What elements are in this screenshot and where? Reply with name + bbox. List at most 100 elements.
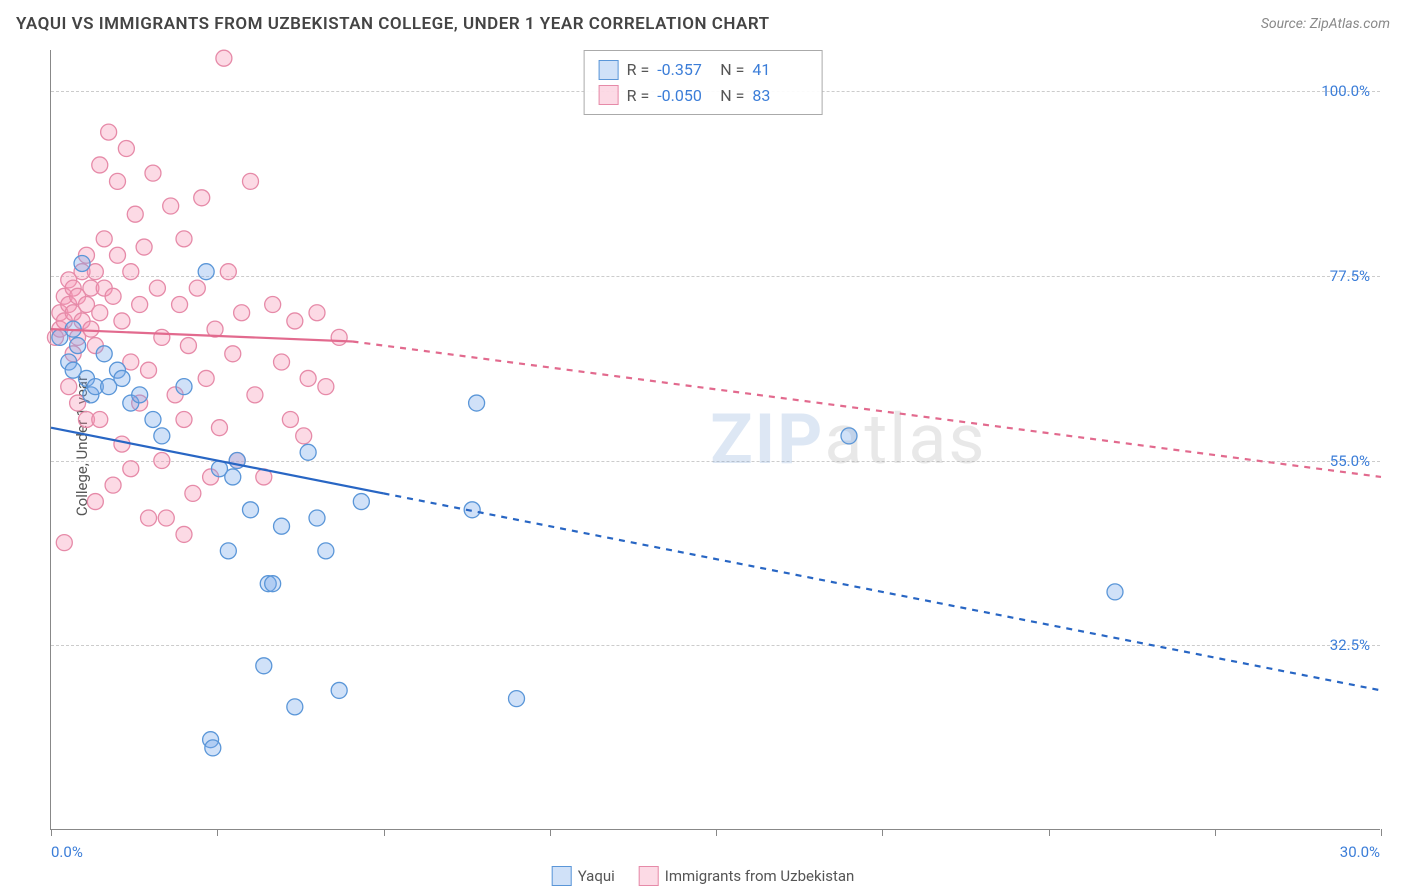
chart-svg xyxy=(51,50,1380,829)
data-point xyxy=(216,50,232,66)
plot-area: 32.5%55.0%77.5%100.0% 0.0% 30.0% ZIPatla… xyxy=(50,50,1380,830)
data-point xyxy=(198,370,214,386)
r-value-0: -0.357 xyxy=(657,57,712,83)
data-point xyxy=(309,510,325,526)
data-point xyxy=(92,305,108,321)
n-label-0: N = xyxy=(720,57,744,83)
data-point xyxy=(234,305,250,321)
data-point xyxy=(74,255,90,271)
data-point xyxy=(300,370,316,386)
data-point xyxy=(282,411,298,427)
bottom-swatch-1 xyxy=(639,866,659,886)
n-value-1: 83 xyxy=(752,83,807,109)
data-point xyxy=(110,173,126,189)
data-point xyxy=(141,510,157,526)
trend-line-dashed xyxy=(352,341,1381,476)
stats-row-0: R = -0.357 N = 41 xyxy=(599,57,808,83)
data-point xyxy=(114,370,130,386)
x-tick xyxy=(550,829,551,836)
bottom-legend-item-0: Yaqui xyxy=(552,866,615,886)
data-point xyxy=(287,699,303,715)
data-point xyxy=(154,453,170,469)
chart-container: YAQUI VS IMMIGRANTS FROM UZBEKISTAN COLL… xyxy=(0,0,1406,892)
data-point xyxy=(136,239,152,255)
data-point xyxy=(287,313,303,329)
data-point xyxy=(243,173,259,189)
data-point xyxy=(172,297,188,313)
x-tick xyxy=(1381,829,1382,836)
data-point xyxy=(110,247,126,263)
data-point xyxy=(318,543,334,559)
data-point xyxy=(149,280,165,296)
data-point xyxy=(225,346,241,362)
data-point xyxy=(101,124,117,140)
source-label: Source: ZipAtlas.com xyxy=(1261,16,1390,32)
data-point xyxy=(211,420,227,436)
data-point xyxy=(123,264,139,280)
bottom-swatch-0 xyxy=(552,866,572,886)
x-tick xyxy=(716,829,717,836)
data-point xyxy=(220,543,236,559)
x-max-label: 30.0% xyxy=(1340,843,1380,861)
data-point xyxy=(87,494,103,510)
data-point xyxy=(176,526,192,542)
x-tick xyxy=(384,829,385,836)
data-point xyxy=(96,231,112,247)
x-min-label: 0.0% xyxy=(51,843,83,861)
x-tick xyxy=(51,829,52,836)
data-point xyxy=(205,740,221,756)
data-point xyxy=(180,338,196,354)
data-point xyxy=(123,461,139,477)
data-point xyxy=(274,518,290,534)
data-point xyxy=(194,190,210,206)
data-point xyxy=(225,469,241,485)
data-point xyxy=(154,428,170,444)
data-point xyxy=(841,428,857,444)
data-point xyxy=(265,297,281,313)
x-tick xyxy=(217,829,218,836)
data-point xyxy=(309,305,325,321)
stats-row-1: R = -0.050 N = 83 xyxy=(599,83,808,109)
data-point xyxy=(509,691,525,707)
data-point xyxy=(1107,584,1123,600)
bottom-legend-label-1: Immigrants from Uzbekistan xyxy=(665,867,855,885)
data-point xyxy=(92,411,108,427)
data-point xyxy=(353,494,369,510)
bottom-legend-item-1: Immigrants from Uzbekistan xyxy=(639,866,855,886)
r-label-1: R = xyxy=(627,83,650,109)
data-point xyxy=(274,354,290,370)
data-point xyxy=(105,477,121,493)
data-point xyxy=(220,264,236,280)
data-point xyxy=(247,387,263,403)
chart-title: YAQUI VS IMMIGRANTS FROM UZBEKISTAN COLL… xyxy=(16,14,770,34)
bottom-legend-label-0: Yaqui xyxy=(578,867,615,885)
data-point xyxy=(318,379,334,395)
data-point xyxy=(70,338,86,354)
data-point xyxy=(141,362,157,378)
data-point xyxy=(96,346,112,362)
data-point xyxy=(331,682,347,698)
data-point xyxy=(105,288,121,304)
data-point xyxy=(145,165,161,181)
r-value-1: -0.050 xyxy=(657,83,712,109)
r-label-0: R = xyxy=(627,57,650,83)
data-point xyxy=(176,379,192,395)
x-tick xyxy=(882,829,883,836)
n-value-0: 41 xyxy=(752,57,807,83)
data-point xyxy=(132,387,148,403)
data-point xyxy=(132,297,148,313)
data-point xyxy=(256,658,272,674)
data-point xyxy=(176,231,192,247)
trend-line-dashed xyxy=(384,493,1382,690)
swatch-series-1 xyxy=(599,85,619,105)
data-point xyxy=(189,280,205,296)
bottom-legend: Yaqui Immigrants from Uzbekistan xyxy=(552,866,855,886)
data-point xyxy=(331,329,347,345)
data-point xyxy=(127,206,143,222)
data-point xyxy=(163,198,179,214)
data-point xyxy=(158,510,174,526)
data-point xyxy=(83,321,99,337)
data-point xyxy=(176,411,192,427)
data-point xyxy=(114,313,130,329)
data-point xyxy=(154,329,170,345)
